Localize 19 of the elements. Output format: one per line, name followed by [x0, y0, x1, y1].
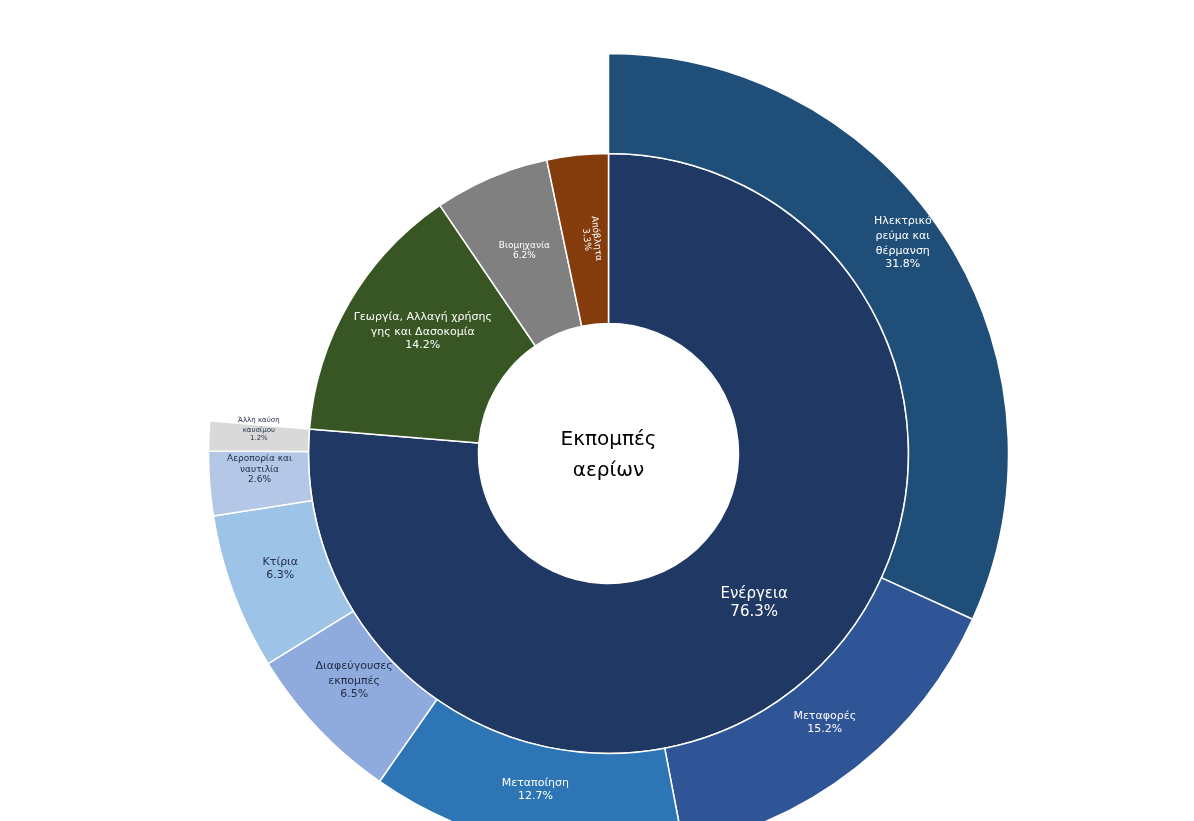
data-label: 12.7% — [517, 788, 553, 802]
category-label: Ενέργεια — [720, 583, 789, 602]
data-label: 2.6% — [248, 474, 272, 485]
category-label: Κτίρια — [262, 555, 299, 569]
category-label: Αεροπορία και ναυτιλία — [226, 452, 292, 475]
data-label: 76.3% — [730, 601, 779, 620]
data-label: 15.2% — [807, 721, 843, 735]
category-label: Διαφεύγουσες εκπομπές — [315, 658, 393, 687]
text: Εκπομπές αερίων — [560, 425, 657, 482]
category-label: Βιομηχανία — [498, 239, 551, 250]
data-label: 31.8% — [885, 256, 921, 270]
category-label: Γεωργία, Αλλαγή χρήσης γης και Δασοκομία — [353, 310, 492, 339]
data-label: 6.2% — [512, 249, 537, 260]
data-label: 6.5% — [340, 686, 369, 700]
category-label: Μεταφορές — [793, 708, 857, 722]
data-label: 6.3% — [266, 568, 295, 582]
category-label: Μεταποίηση — [501, 775, 570, 789]
data-label: 14.2% — [405, 338, 441, 352]
category-label: Ηλεκτρικό ρεύμα και θέρμανση — [873, 214, 932, 257]
